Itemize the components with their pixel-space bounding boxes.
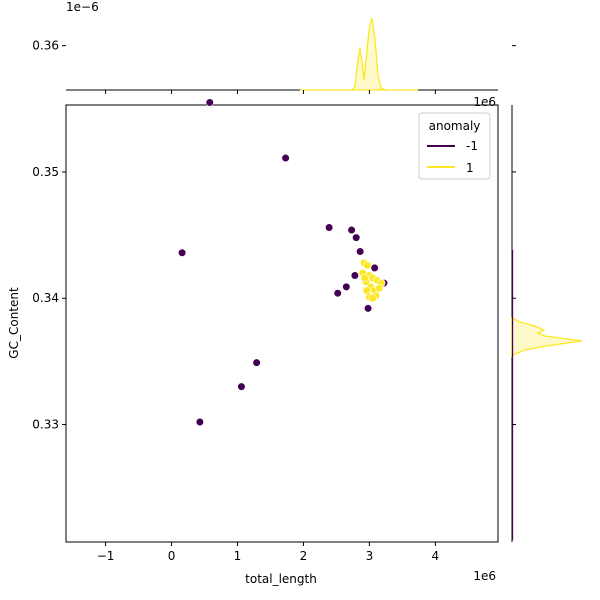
y-tick-label: 0.35 xyxy=(32,165,59,179)
x-axis-label: total_length xyxy=(245,572,317,586)
data-point-anomaly xyxy=(205,98,214,107)
data-point-anomaly xyxy=(252,358,261,367)
data-point-anomaly xyxy=(370,263,379,273)
data-point-normal xyxy=(368,294,377,303)
data-point-anomaly xyxy=(342,282,351,291)
legend-label-1: 1 xyxy=(466,161,474,175)
y-tick-label: 0.36 xyxy=(32,39,59,53)
data-point-anomaly xyxy=(333,289,342,298)
right-marginal-y-ticks xyxy=(512,45,516,426)
x-tick-label: 1 xyxy=(234,549,242,563)
legend: anomaly -1 1 xyxy=(418,112,491,180)
data-point-anomaly xyxy=(237,382,246,391)
legend-title: anomaly xyxy=(429,119,481,133)
y-axis-ticks: 0.33 0.34 0.35 0.36 xyxy=(32,39,66,432)
legend-label-neg1: -1 xyxy=(466,139,478,153)
data-point-anomaly xyxy=(281,153,290,163)
data-point-anomaly xyxy=(325,223,334,232)
data-point-normal xyxy=(363,261,372,270)
data-point-normal xyxy=(360,273,369,283)
top-marginal-density-yellow xyxy=(300,17,418,91)
x-tick-label: −1 xyxy=(97,549,115,563)
top-marginal-scale-label: 1e−6 xyxy=(66,0,99,14)
y-axis-label: GC_Content xyxy=(7,287,21,359)
scatter-points xyxy=(177,98,388,427)
data-point-anomaly xyxy=(352,233,361,242)
data-point-anomaly xyxy=(350,271,359,280)
data-point-anomaly xyxy=(363,304,373,313)
data-point-anomaly xyxy=(347,225,356,235)
data-point-normal xyxy=(375,284,384,293)
x-tick-label: 2 xyxy=(300,549,308,563)
x-tick-label: 4 xyxy=(432,549,440,563)
marginal-density-plots xyxy=(66,17,583,542)
top-marginal-x-ticks xyxy=(105,90,436,94)
y-tick-label: 0.34 xyxy=(32,291,59,305)
data-point-anomaly xyxy=(356,247,365,256)
data-point-anomaly xyxy=(195,417,204,427)
data-point-anomaly xyxy=(177,248,187,257)
right-marginal-scale-label: 1e6 xyxy=(473,95,496,109)
x-tick-label: 3 xyxy=(366,549,374,563)
y-tick-label: 0.33 xyxy=(32,418,59,432)
main-axes-frame xyxy=(65,104,499,543)
x-axis-ticks: −1 0 1 2 3 4 xyxy=(97,542,439,563)
x-scale-label: 1e6 xyxy=(473,569,496,583)
x-tick-label: 0 xyxy=(168,549,176,563)
right-marginal-density-yellow xyxy=(511,316,583,358)
